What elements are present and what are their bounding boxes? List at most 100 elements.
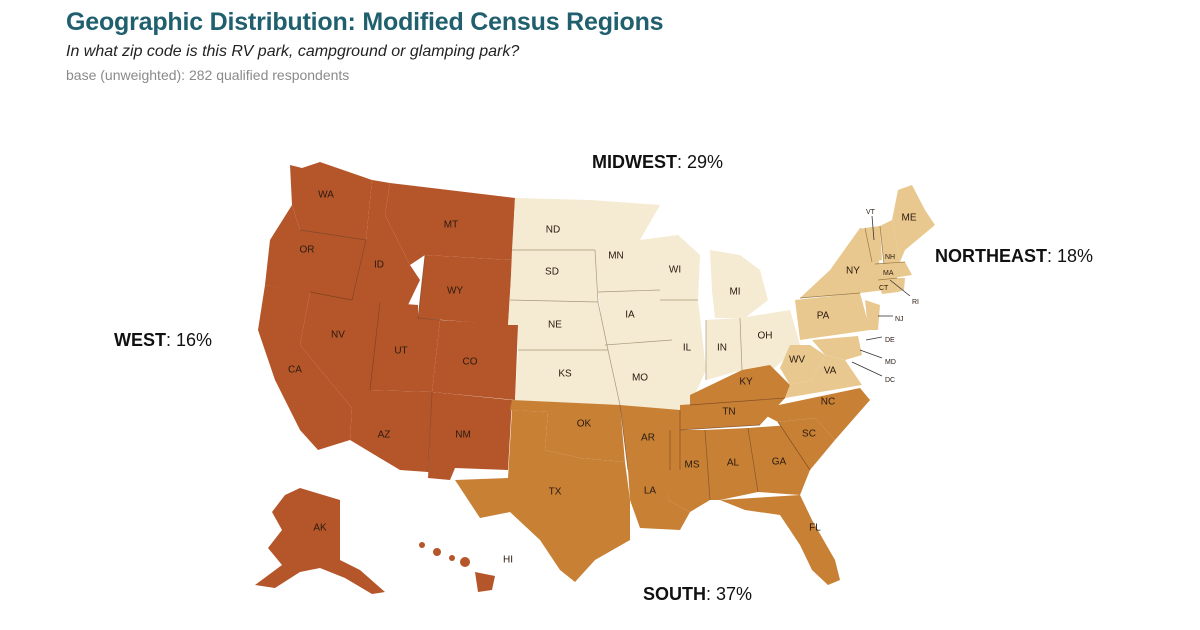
state-shape-co xyxy=(432,320,518,400)
state-shape-wa xyxy=(290,162,372,240)
state-shape-tx xyxy=(455,410,630,582)
state-label-ms: MS xyxy=(685,460,700,471)
region-labels: WEST: 16% MIDWEST: 29% NORTHEAST: 18% SO… xyxy=(114,152,1093,604)
state-shape-wv xyxy=(780,345,825,385)
state-label-ma: MA xyxy=(883,270,894,277)
state-label-il: IL xyxy=(683,343,692,354)
state-shape-mn xyxy=(590,200,660,292)
state-shape-vt xyxy=(865,226,882,262)
state-label-nv: NV xyxy=(331,330,345,341)
state-shape-nd xyxy=(512,198,595,250)
state-label-ut: UT xyxy=(394,346,407,357)
state-shape-ne xyxy=(508,300,608,350)
state-shape-mo xyxy=(605,340,690,412)
state-label-wv: WV xyxy=(789,355,805,366)
region-label-northeast: NORTHEAST: 18% xyxy=(935,246,1093,266)
state-label-ri: RI xyxy=(912,299,919,306)
state-label-la: LA xyxy=(644,486,657,497)
state-label-de: DE xyxy=(885,337,895,344)
state-label-md: MD xyxy=(885,359,896,366)
region-label-south: SOUTH: 37% xyxy=(643,584,752,604)
region-northeast xyxy=(795,185,935,340)
state-shape-ak xyxy=(255,488,385,594)
state-label-ar: AR xyxy=(641,433,655,444)
state-label-ak: AK xyxy=(313,523,327,534)
state-shape-mi xyxy=(710,250,768,318)
state-label-nh: NH xyxy=(885,254,895,261)
state-label-mt: MT xyxy=(444,220,458,231)
state-shape-ma xyxy=(875,262,912,280)
state-shape-nv xyxy=(300,292,380,408)
state-shape-wi xyxy=(640,235,700,300)
state-shape-sc xyxy=(778,418,835,470)
state-shape-nj xyxy=(865,300,880,330)
state-shape-nh xyxy=(880,220,900,264)
state-label-or: OR xyxy=(300,245,315,256)
state-label-dc: DC xyxy=(885,377,895,384)
state-label-nm: NM xyxy=(455,430,471,441)
state-shape-ok xyxy=(510,400,625,462)
state-shape-az xyxy=(350,390,432,472)
state-label-ca: CA xyxy=(288,365,302,376)
state-shape-nm xyxy=(428,392,512,480)
state-labels: WA OR CA ID NV MT WY UT CO AZ NM AK HI N… xyxy=(288,190,919,566)
state-shape-ks xyxy=(515,350,620,405)
state-label-ct: CT xyxy=(879,285,889,292)
state-label-mi: MI xyxy=(729,287,740,298)
state-shape-tn xyxy=(680,398,785,430)
region-south xyxy=(455,336,870,585)
state-label-ga: GA xyxy=(772,457,787,468)
state-label-nj: NJ xyxy=(895,316,904,323)
state-label-sd: SD xyxy=(545,267,559,278)
state-label-ks: KS xyxy=(558,369,572,380)
state-shape-mt xyxy=(385,183,515,265)
state-label-vt: VT xyxy=(866,209,876,216)
state-shape-sd xyxy=(510,250,598,302)
state-label-ne: NE xyxy=(548,320,562,331)
base-note: base (unweighted): 282 qualified respond… xyxy=(66,67,350,83)
state-label-al: AL xyxy=(727,458,740,469)
state-shape-va xyxy=(785,355,862,398)
page-title: Geographic Distribution: Modified Census… xyxy=(66,8,664,36)
state-shape-ut xyxy=(370,302,440,392)
state-label-az: AZ xyxy=(378,430,391,441)
state-shape-al xyxy=(705,428,758,500)
state-label-hi: HI xyxy=(503,555,513,566)
region-west xyxy=(255,162,518,594)
state-label-co: CO xyxy=(463,357,478,368)
state-label-wa: WA xyxy=(318,190,334,201)
state-label-ny: NY xyxy=(846,266,860,277)
state-shape-wy xyxy=(418,255,512,325)
survey-question: In what zip code is this RV park, campgr… xyxy=(66,43,520,60)
state-shape-il xyxy=(660,300,706,405)
header: Geographic Distribution: Modified Census… xyxy=(66,8,664,83)
state-leader-lines xyxy=(851,215,911,377)
state-label-ia: IA xyxy=(625,310,635,321)
state-shape-me xyxy=(892,185,935,262)
state-label-wy: WY xyxy=(447,286,463,297)
region-midwest xyxy=(508,198,800,412)
state-shape-ri xyxy=(897,278,905,292)
state-label-tn: TN xyxy=(722,407,735,418)
state-label-me: ME xyxy=(902,213,917,224)
state-label-nc: NC xyxy=(821,397,835,408)
state-shape-la xyxy=(628,470,690,530)
state-shape-ar xyxy=(620,405,680,470)
state-label-oh: OH xyxy=(758,331,773,342)
state-shape-ky xyxy=(690,365,790,405)
state-label-id: ID xyxy=(374,260,384,271)
state-label-mo: MO xyxy=(632,373,648,384)
state-shape-ia xyxy=(598,290,672,345)
state-label-in: IN xyxy=(717,343,727,354)
state-shape-in xyxy=(706,318,742,380)
state-label-nd: ND xyxy=(546,225,560,236)
state-label-mn: MN xyxy=(608,251,624,262)
state-label-ok: OK xyxy=(577,419,592,430)
state-label-tx: TX xyxy=(549,487,562,498)
state-shape-ca xyxy=(258,285,352,450)
state-label-wi: WI xyxy=(669,265,681,276)
state-shape-or xyxy=(265,205,366,300)
state-shape-ny xyxy=(800,228,885,298)
region-label-west: WEST: 16% xyxy=(114,330,212,350)
